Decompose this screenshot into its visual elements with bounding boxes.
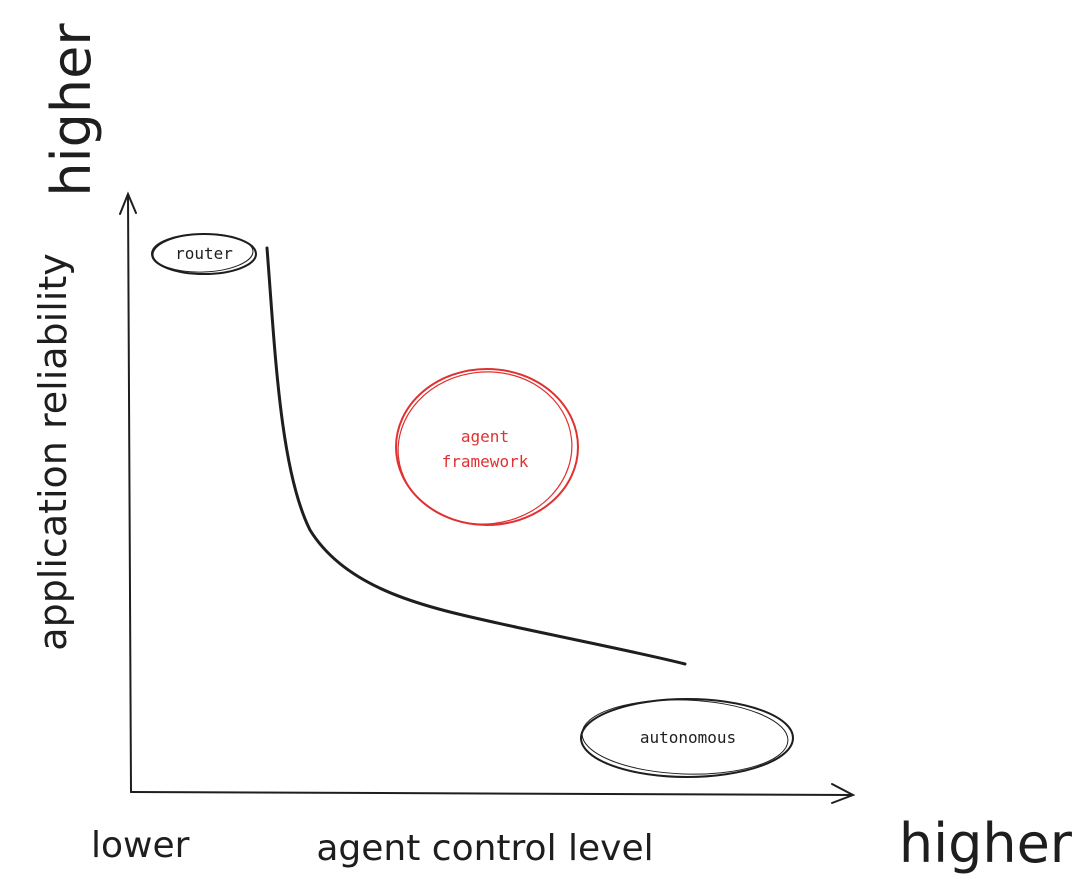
y-axis-label: application reliability (31, 253, 75, 650)
autonomous-node: autonomous (580, 698, 794, 778)
x-axis-high-label: higher (899, 812, 1073, 875)
y-axis-line (127, 195, 132, 793)
router-label: router (175, 244, 233, 263)
router-ellipse-sketch (152, 233, 254, 273)
agent-framework-circle-sketch (397, 371, 573, 525)
x-axis-line (130, 791, 853, 796)
x-axis-arrowhead (831, 783, 856, 804)
autonomous-ellipse (580, 698, 794, 778)
x-axis-label: agent control level (316, 828, 653, 869)
router-node: router (151, 233, 257, 275)
y-axis-high-label: higher (40, 23, 103, 197)
y-axis (119, 191, 137, 793)
x-axis-low-label: lower (91, 825, 190, 866)
agent-framework-circle (395, 368, 579, 526)
agent-framework-label-line1: agent (461, 427, 509, 446)
reliability-curve (265, 246, 687, 666)
autonomous-label: autonomous (640, 728, 736, 747)
autonomous-ellipse-sketch (581, 699, 789, 775)
x-axis (130, 783, 856, 804)
y-axis-arrowhead (119, 191, 137, 215)
agent-framework-label-line2: framework (442, 452, 529, 471)
agent-framework-node: agent framework (395, 368, 579, 526)
